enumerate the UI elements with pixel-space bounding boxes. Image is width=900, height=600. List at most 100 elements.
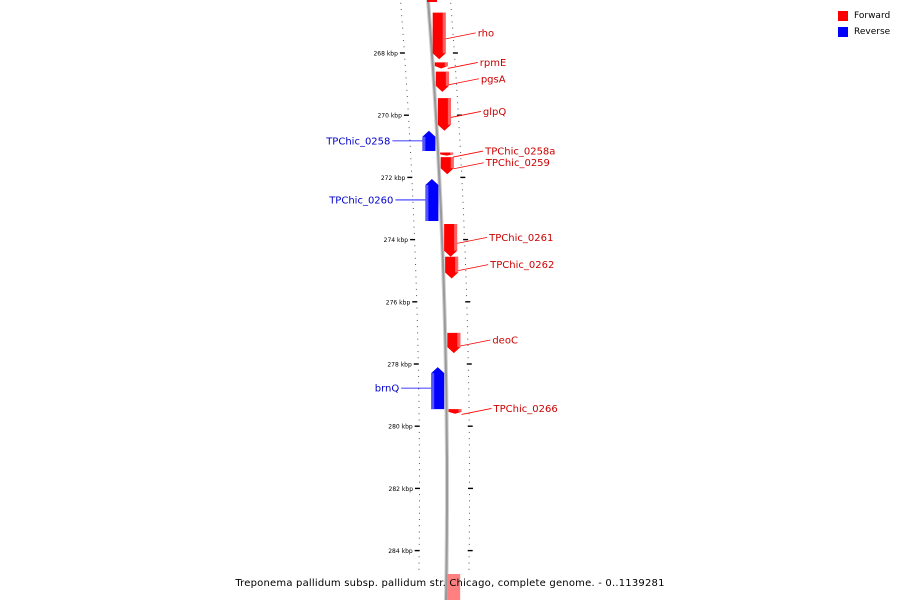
minor-tick bbox=[407, 108, 409, 110]
minor-tick-right bbox=[451, 21, 453, 23]
gene-TPChic_0259[interactable] bbox=[440, 157, 454, 175]
minor-tick-right bbox=[468, 500, 470, 502]
minor-tick-right bbox=[457, 102, 459, 104]
gene-arrow[interactable] bbox=[437, 98, 451, 131]
minor-tick-right bbox=[468, 562, 470, 564]
minor-tick bbox=[419, 481, 421, 483]
minor-tick bbox=[418, 413, 420, 415]
gene-label[interactable]: TPChic_0260 bbox=[328, 195, 393, 206]
gene-facet bbox=[422, 136, 426, 151]
minor-tick-right bbox=[465, 282, 467, 284]
minor-tick bbox=[419, 494, 421, 496]
legend-label-reverse: Reverse bbox=[854, 26, 891, 37]
gene-label[interactable]: glpQ bbox=[483, 107, 506, 118]
gene-label[interactable]: TPChic_0259 bbox=[485, 158, 550, 169]
minor-tick-right bbox=[468, 419, 470, 421]
minor-tick bbox=[405, 83, 407, 85]
tick-label: 270 kbp bbox=[377, 113, 402, 120]
gene-label[interactable]: TPChic_0266 bbox=[493, 404, 558, 415]
minor-tick-right bbox=[468, 450, 470, 452]
tick-label: 276 kbp bbox=[386, 299, 411, 306]
minor-tick-right bbox=[458, 120, 460, 122]
backbone-layer bbox=[425, 0, 449, 600]
minor-tick bbox=[418, 500, 420, 502]
minor-tick bbox=[416, 295, 418, 297]
gene-deoC[interactable] bbox=[447, 332, 461, 354]
gene-arrow[interactable] bbox=[440, 152, 454, 156]
gene-arrow[interactable] bbox=[422, 130, 436, 151]
gene-TPChic_0261[interactable] bbox=[444, 224, 458, 257]
minor-tick-right bbox=[461, 183, 463, 185]
gene-label[interactable]: TPChic_0262 bbox=[489, 260, 554, 271]
minor-tick-right bbox=[464, 245, 466, 247]
minor-tick bbox=[417, 357, 419, 359]
gene-facet bbox=[450, 152, 454, 155]
minor-tick-right bbox=[452, 27, 454, 29]
minor-tick bbox=[418, 388, 420, 390]
minor-tick bbox=[416, 307, 418, 309]
minor-tick bbox=[418, 444, 420, 446]
gene-label[interactable]: pgsA bbox=[481, 74, 506, 85]
gene-brnQ[interactable] bbox=[431, 367, 445, 410]
minor-tick-right bbox=[468, 543, 470, 545]
gene-label[interactable]: brnQ bbox=[375, 384, 400, 395]
minor-tick-right bbox=[463, 232, 465, 234]
gene-arrow[interactable] bbox=[431, 367, 445, 410]
minor-tick-right bbox=[468, 568, 470, 570]
minor-tick-right bbox=[465, 276, 467, 278]
minor-tick-right bbox=[468, 469, 470, 471]
minor-tick bbox=[418, 525, 420, 527]
gene-facet bbox=[454, 224, 458, 251]
minor-tick-right bbox=[455, 83, 457, 85]
tick-label: 268 kbp bbox=[373, 51, 398, 58]
gene-arrow[interactable] bbox=[434, 62, 448, 69]
reverse-swatch bbox=[838, 26, 848, 37]
leader-line bbox=[448, 78, 479, 86]
minor-tick-right bbox=[465, 288, 467, 290]
minor-tick-right bbox=[468, 506, 470, 508]
minor-tick bbox=[417, 351, 419, 353]
minor-tick-right bbox=[462, 208, 464, 209]
gene-label[interactable]: TPChic_0258a bbox=[484, 147, 555, 158]
minor-tick-right bbox=[467, 351, 469, 353]
minor-tick-right bbox=[469, 481, 471, 483]
minor-tick-right bbox=[468, 431, 470, 433]
minor-tick-right bbox=[461, 170, 463, 172]
gene-arrow[interactable] bbox=[425, 178, 439, 221]
legend-label-forward: Forward bbox=[854, 10, 891, 21]
minor-tick-right bbox=[465, 263, 467, 265]
gene-label[interactable]: rho bbox=[478, 28, 494, 39]
minor-tick bbox=[402, 27, 404, 29]
gene-TPChic_0258a[interactable] bbox=[440, 152, 454, 156]
gene-glpQ[interactable] bbox=[437, 98, 451, 131]
gene-arrow[interactable] bbox=[444, 224, 458, 257]
minor-tick-right bbox=[464, 257, 466, 259]
gene-rho[interactable] bbox=[432, 12, 446, 60]
gene-arrow[interactable] bbox=[448, 409, 462, 414]
minor-tick bbox=[413, 214, 415, 216]
minor-tick-right bbox=[468, 556, 470, 558]
gene-TPChic_0266[interactable] bbox=[448, 409, 462, 414]
leader-line bbox=[460, 339, 491, 347]
gene-TPChic_0258[interactable] bbox=[422, 130, 436, 151]
gene-pgsA[interactable] bbox=[435, 71, 449, 92]
gene-label[interactable]: TPChic_0261 bbox=[488, 233, 553, 244]
gene-arrow[interactable] bbox=[440, 157, 454, 175]
gene-TPChic_0260[interactable] bbox=[425, 178, 439, 221]
minor-tick-right bbox=[468, 463, 470, 465]
gene-label[interactable]: TPChic_0258 bbox=[325, 136, 390, 147]
gene-arrow[interactable] bbox=[435, 71, 449, 92]
gene-arrow[interactable] bbox=[432, 12, 446, 60]
gene-label[interactable]: deoC bbox=[492, 336, 518, 347]
leader-line bbox=[445, 32, 476, 40]
gene-label[interactable]: rpmE bbox=[480, 58, 507, 69]
tick-label: 272 kbp bbox=[381, 175, 406, 182]
gene-arrow[interactable] bbox=[445, 256, 459, 279]
gene-TPChic_0262[interactable] bbox=[445, 256, 459, 279]
tick-label: 284 kbp bbox=[388, 548, 413, 555]
minor-tick-right bbox=[467, 369, 469, 371]
minor-tick-right bbox=[467, 344, 469, 346]
gene-arrow[interactable] bbox=[447, 332, 461, 354]
gene-rpmE[interactable] bbox=[434, 62, 448, 69]
minor-tick bbox=[418, 431, 420, 433]
